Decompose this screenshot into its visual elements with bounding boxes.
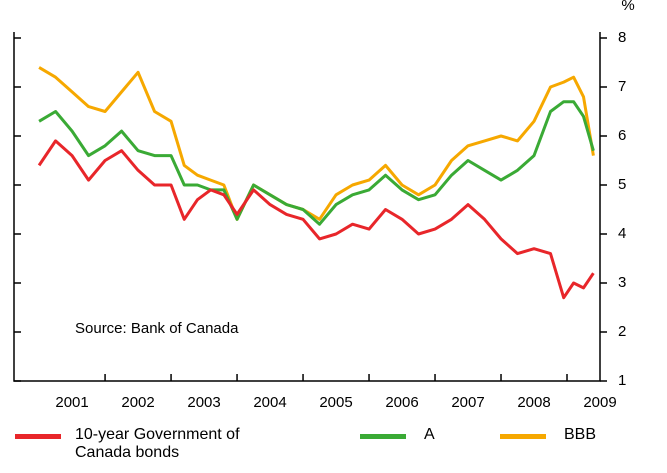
y-tick-label: 6: [618, 127, 626, 144]
series-line: [38, 100, 595, 226]
x-tick-label: 2003: [187, 394, 220, 411]
x-tick-label: 2007: [451, 394, 484, 411]
legend-label: A: [424, 426, 435, 443]
legend-item: A: [360, 426, 435, 444]
y-tick-label: 5: [618, 176, 626, 193]
y-tick-label: 4: [618, 225, 626, 242]
legend-item: BBB: [500, 426, 596, 444]
legend-swatch: [15, 434, 61, 439]
unit-label: %: [621, 0, 634, 14]
x-tick-label: 2004: [253, 394, 286, 411]
x-tick-label: 2008: [517, 394, 550, 411]
y-tick-label: 2: [618, 323, 626, 340]
legend-label: 10-year Government of Canada bonds: [75, 426, 240, 461]
y-tick-label: 8: [618, 29, 626, 46]
legend-swatch: [360, 434, 406, 439]
legend-item: 10-year Government of Canada bonds: [15, 426, 295, 462]
series-line: [38, 66, 595, 221]
chart: % Source: Bank of Canada 1 2 3 4 5 6 7 8 2001 200…: [13, 0, 635, 411]
x-tick-label: 2002: [121, 394, 154, 411]
x-tick-label: 2001: [55, 394, 88, 411]
y-tick-label: 7: [618, 78, 626, 95]
axes: [13, 32, 601, 382]
y-tick-label: 3: [618, 274, 626, 291]
legend-swatch: [500, 434, 546, 439]
annotation: Source: Bank of Canada: [75, 320, 239, 337]
y-tick-label: 1: [618, 372, 626, 389]
x-tick-label: 2005: [319, 394, 352, 411]
series-line: [37, 139, 595, 300]
x-tick-label: 2006: [385, 394, 418, 411]
legend-label: BBB: [564, 426, 597, 443]
x-tick-label: 2009: [583, 394, 616, 411]
